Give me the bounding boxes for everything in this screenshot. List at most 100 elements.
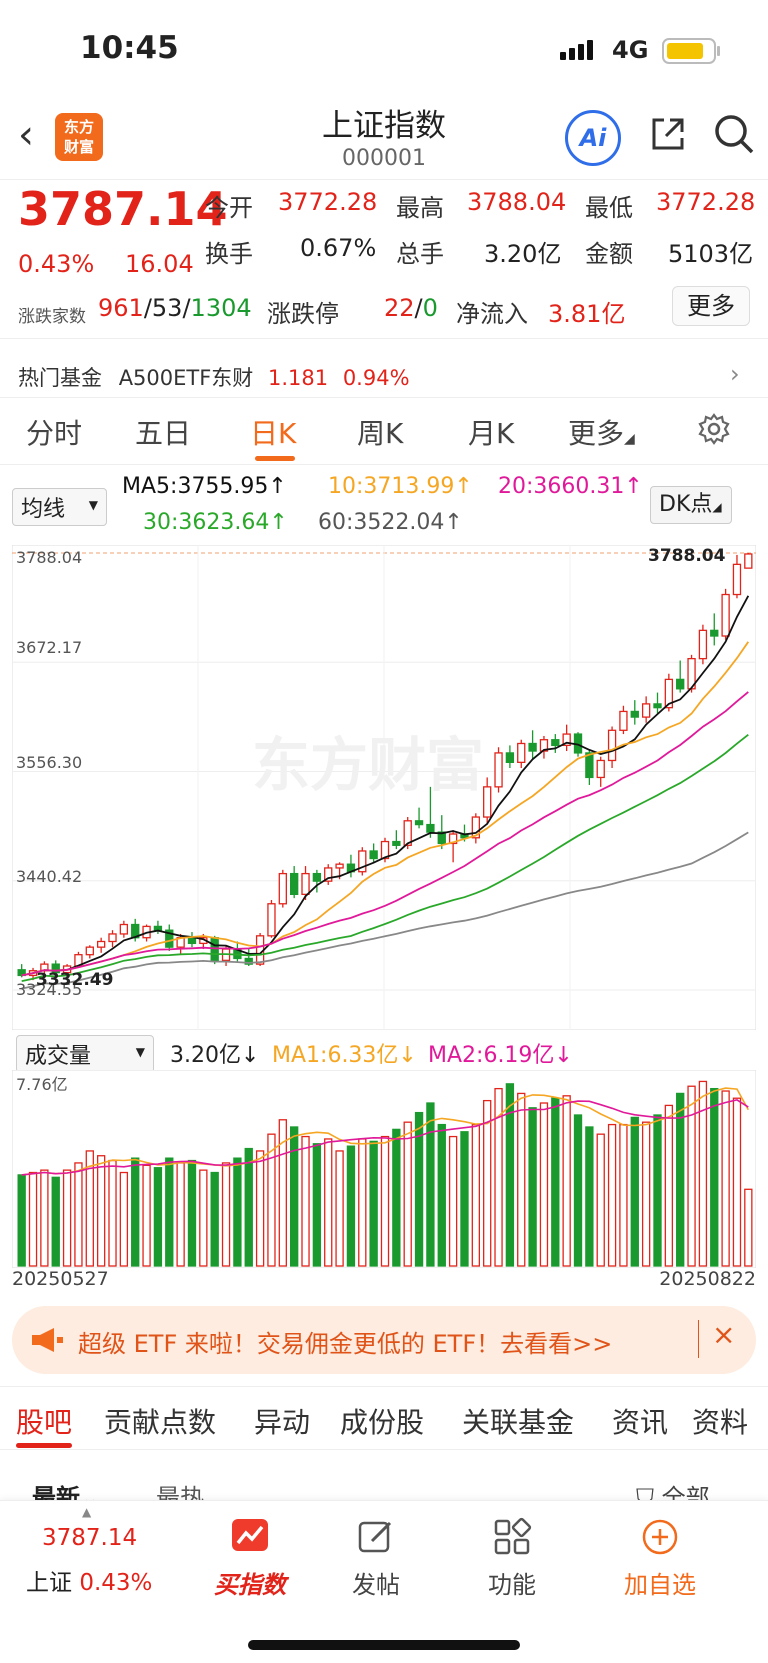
candle-body [528, 742, 537, 752]
candle-body [17, 969, 26, 977]
tab-monthly-k[interactable]: 月K [468, 417, 515, 450]
period-tabs: 分时 五日 日K 周K 月K 更多◢ [0, 397, 768, 465]
volume-bar [710, 1087, 719, 1267]
volume-bar [687, 1085, 696, 1267]
volume-bar [539, 1102, 549, 1267]
candle-body [517, 742, 526, 763]
candle-body [641, 703, 651, 718]
brand-logo[interactable]: 东方 财富 [55, 113, 103, 161]
hot-fund-row[interactable]: 热门基金 A500ETF东财 1.181 0.94% [18, 362, 410, 392]
volume-max-label: 7.76亿 [16, 1075, 68, 1094]
search-icon[interactable] [712, 112, 756, 156]
share-icon[interactable] [648, 114, 688, 154]
quote-panel: 3787.14 0.43% 16.04 今开 3772.28 最高 3788.0… [0, 182, 768, 332]
date-start: 20250527 [12, 1268, 109, 1290]
volume-bar [448, 1135, 458, 1267]
volume-bar [233, 1157, 242, 1267]
volume-bar [414, 1111, 424, 1267]
candle-body [51, 963, 60, 974]
tab-related-funds[interactable]: 关联基金 [462, 1406, 575, 1439]
network-label: 4G [612, 36, 649, 64]
tab-weekly-k[interactable]: 周K [357, 417, 404, 450]
candle-body [562, 733, 571, 747]
tab-movement[interactable]: 异动 [254, 1406, 311, 1439]
volume-bar [278, 1119, 287, 1267]
volume-bar [289, 1126, 299, 1267]
function-button[interactable]: 功能 [462, 1517, 562, 1600]
volume-bar [380, 1135, 390, 1267]
tab-more[interactable]: 更多◢ [568, 417, 635, 450]
megaphone-icon [32, 1328, 63, 1352]
promo-banner[interactable]: 超级 ETF 来啦！交易佣金更低的 ETF！去看看>> × [12, 1306, 756, 1374]
candle-body [96, 940, 106, 948]
ma20-value: 20:3660.31↑ [498, 474, 643, 499]
high-label: 最高 [396, 194, 444, 222]
battery-icon [662, 38, 716, 64]
volume-bar [131, 1157, 140, 1267]
tab-contribution[interactable]: 贡献点数 [104, 1406, 217, 1439]
ma30-line [21, 733, 749, 982]
kline-chart[interactable]: 东方财富 3788.04 3672.17 3556.30 3440.42 332… [11, 544, 757, 1031]
volume-chart[interactable]: 7.76亿 [11, 1069, 757, 1269]
candle-body [653, 703, 662, 709]
trend-icon [232, 1519, 268, 1551]
volume-bar [596, 1133, 605, 1267]
tab-forum[interactable]: 股吧 [16, 1406, 73, 1439]
volume-bar [244, 1147, 253, 1267]
open-label: 今开 [205, 194, 253, 222]
volume-ma2: MA2:6.19亿↓ [428, 1043, 573, 1068]
volume-bar [210, 1171, 219, 1267]
content-tabs: 股吧 贡献点数 异动 成份股 关联基金 资讯 资料 [0, 1386, 768, 1450]
tab-profile[interactable]: 资料 [692, 1406, 749, 1439]
kline-svg: 东方财富 3788.04 3672.17 3556.30 3440.42 332… [11, 544, 757, 1031]
candle-body [358, 850, 367, 873]
post-button[interactable]: 发帖 [326, 1517, 426, 1600]
candle-body [414, 820, 424, 826]
candle-body [278, 872, 287, 905]
candle-body [289, 872, 299, 895]
volume-value: 3.20亿 [484, 240, 562, 268]
volume-select[interactable]: 成交量 ▼ [16, 1035, 154, 1073]
edit-icon [358, 1521, 392, 1553]
watermark: 东方财富 [252, 731, 484, 799]
chevron-right-icon[interactable]: › [730, 360, 740, 388]
bottom-quote[interactable]: 上证 0.43% [26, 1570, 153, 1596]
ma30-value: 30:3623.64↑ [143, 510, 288, 535]
updown-label: 涨跌家数 [18, 307, 86, 327]
volume-bar [698, 1080, 708, 1267]
ai-button[interactable]: Ai [565, 110, 621, 166]
more-button[interactable]: 更多 [672, 286, 750, 326]
candle-body [676, 678, 685, 690]
battery-tip [717, 46, 720, 56]
volume-ma1-line [21, 1087, 750, 1176]
tab-constituents[interactable]: 成份股 [340, 1406, 425, 1439]
volume-bar [721, 1090, 730, 1267]
tab-five-day[interactable]: 五日 [135, 417, 192, 450]
indicator-select[interactable]: 均线 ▼ [12, 488, 107, 526]
add-watchlist-button[interactable]: 加自选 [610, 1517, 710, 1600]
y-tick-1: 3788.04 [16, 548, 82, 567]
tab-news[interactable]: 资讯 [612, 1406, 669, 1439]
turnover-value: 0.67% [300, 234, 377, 262]
close-icon[interactable]: × [712, 1318, 736, 1351]
volume-bar [74, 1162, 83, 1267]
tab-intraday[interactable]: 分时 [26, 417, 83, 450]
ma10-value: 10:3713.99↑ [328, 474, 473, 499]
candle-body [380, 840, 390, 860]
volume-bar [176, 1162, 185, 1267]
back-icon[interactable]: ‹ [18, 112, 34, 158]
tab-daily-k[interactable]: 日K [250, 417, 297, 450]
amount-value: 5103亿 [668, 240, 754, 268]
home-indicator [248, 1640, 520, 1650]
candle-body [108, 933, 117, 943]
low-value: 3772.28 [656, 188, 756, 216]
plus-circle-icon [642, 1519, 678, 1555]
gear-icon[interactable] [697, 412, 731, 446]
min-price-label: 3332.49 [36, 970, 113, 990]
volume-bar [505, 1083, 515, 1267]
ma5-value: MA5:3755.95↑ [122, 474, 287, 499]
buy-index-button[interactable]: 买指数 [200, 1517, 300, 1600]
bottom-price[interactable]: 3787.14 [42, 1525, 138, 1551]
volume-bar [528, 1107, 537, 1267]
dk-select[interactable]: DK点◢ [650, 486, 732, 524]
